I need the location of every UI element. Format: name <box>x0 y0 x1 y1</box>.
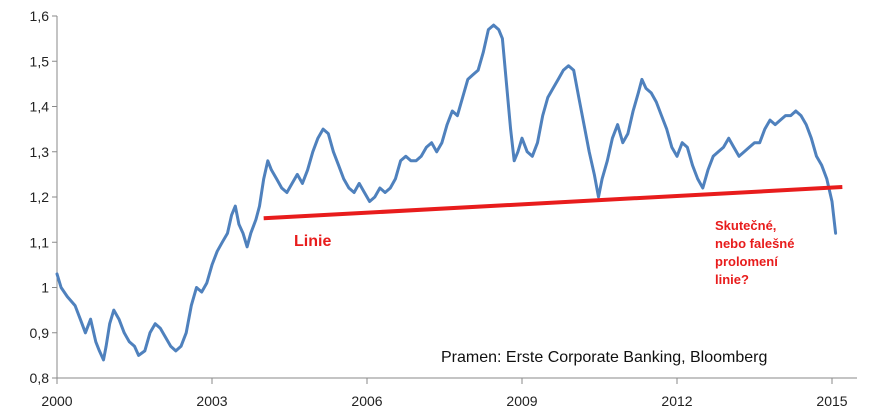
y-axis: 0,8 0,9 1 1,1 1,2 1,3 1,4 1,5 1,6 <box>30 8 58 386</box>
x-tick-label: 2015 <box>816 393 847 409</box>
y-tick-label: 1,1 <box>30 234 50 250</box>
y-tick-label: 1 <box>41 280 49 296</box>
annotation-line-1: Skutečné, <box>715 218 776 233</box>
series-line <box>55 23 838 362</box>
x-tick-label: 2000 <box>41 393 72 409</box>
trend-line-label: Linie <box>294 233 331 250</box>
x-tick-label: 2003 <box>196 393 227 409</box>
y-tick-label: 1,4 <box>30 99 50 115</box>
annotation-line-3: prolomení <box>715 254 778 269</box>
x-tick-label: 2012 <box>661 393 692 409</box>
annotation-line-2: nebo falešné <box>715 236 794 251</box>
annotation-line-4: linie? <box>715 272 749 287</box>
y-tick-label: 1,2 <box>30 189 50 205</box>
source-note: Pramen: Erste Corporate Banking, Bloombe… <box>441 349 767 366</box>
trend-line <box>263 185 843 221</box>
y-tick-label: 1,5 <box>30 53 50 69</box>
y-tick-label: 1,6 <box>30 8 50 24</box>
y-tick-label: 1,3 <box>30 144 50 160</box>
x-axis: 2000 2003 2006 2009 2012 2015 <box>41 377 857 409</box>
x-tick-label: 2009 <box>506 393 537 409</box>
x-tick-label: 2006 <box>351 393 382 409</box>
y-tick-label: 0,9 <box>30 325 50 341</box>
y-tick-label: 0,8 <box>30 370 50 386</box>
